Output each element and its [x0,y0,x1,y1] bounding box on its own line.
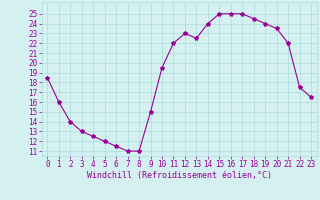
X-axis label: Windchill (Refroidissement éolien,°C): Windchill (Refroidissement éolien,°C) [87,171,272,180]
